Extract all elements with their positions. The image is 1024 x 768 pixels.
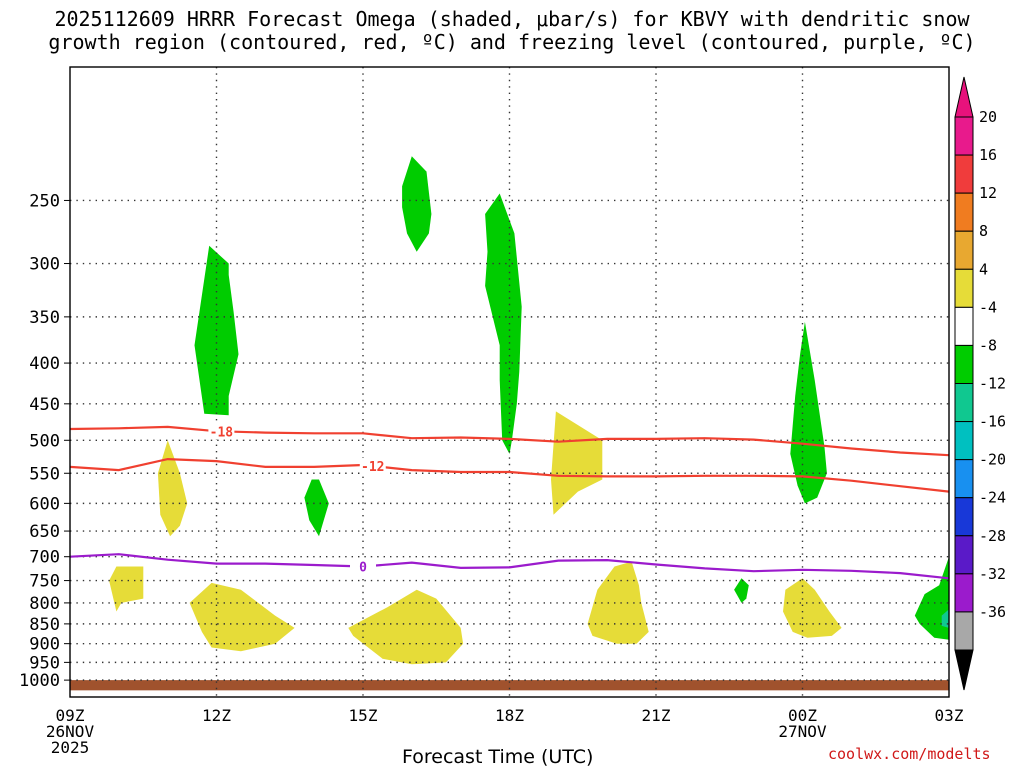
y-tick-label-850: 850: [29, 615, 60, 635]
omega-region-10: [109, 566, 144, 612]
colorbar-label-13: -32: [979, 565, 1006, 583]
omega-region-5: [304, 479, 329, 537]
contour-label-2: -12: [361, 460, 384, 475]
colorbar-label-10: -20: [979, 451, 1006, 469]
colorbar-label-2: 16: [979, 146, 997, 164]
colorbar-label-8: -12: [979, 375, 1006, 393]
contour-label-bg-3: [350, 558, 376, 575]
colorbar-swatch-11: [954, 497, 974, 537]
y-tick-label-1000: 1000: [19, 671, 60, 691]
y-tick-label-350: 350: [29, 308, 60, 328]
colorbar-label-12: -28: [979, 527, 1006, 545]
x-tick-date-00Z: 27NOV: [778, 722, 827, 741]
colorbar-swatch-9: [954, 421, 974, 461]
colorbar-bottom-arrow: [954, 649, 974, 691]
y-tick-label-950: 950: [29, 653, 60, 673]
contour-label-3: 0: [359, 560, 367, 575]
y-tick-label-750: 750: [29, 572, 60, 592]
colorbar-label-14: -36: [979, 603, 1006, 621]
omega-region-4: [790, 321, 827, 504]
omega-region-12: [348, 589, 464, 665]
y-tick-label-450: 450: [29, 395, 60, 415]
x-tick-label-03Z: 03Z: [935, 706, 964, 725]
surface-band: [70, 680, 949, 691]
colorbar-label-4: 8: [979, 222, 988, 240]
contour-label-1: -18: [210, 425, 234, 440]
contour-label-bg-2: [359, 458, 386, 475]
colorbar-swatch-14: [954, 611, 974, 651]
colorbar-swatch-7: [954, 344, 974, 384]
contour-line-3: [70, 553, 949, 580]
omega-region-3: [485, 193, 522, 454]
omega-region-6: [734, 578, 749, 603]
omega-region-9: [157, 440, 188, 537]
colorbar-label-11: -24: [979, 489, 1006, 507]
plot-frame: [69, 66, 950, 698]
omega-region-15: [783, 578, 842, 638]
omega-region-11: [189, 582, 295, 652]
colorbar-label-6: -4: [979, 298, 997, 316]
title-line-2: growth region (contoured, red, ºC) and f…: [48, 30, 976, 54]
omega-region-7: [914, 556, 949, 640]
contour-line-2: [70, 457, 949, 493]
x-axis-label: Forecast Time (UTC): [402, 746, 594, 768]
colorbar-top-arrow: [954, 76, 974, 118]
y-tick-label-600: 600: [29, 494, 60, 514]
colorbar-swatch-10: [954, 459, 974, 499]
colorbar-label-5: 4: [979, 260, 988, 278]
x-tick-label-18Z: 18Z: [495, 706, 524, 725]
colorbar-swatch-5: [954, 268, 974, 308]
x-tick-date-09Z: 26NOV: [46, 722, 95, 741]
omega-region-14: [587, 561, 649, 644]
y-tick-label-500: 500: [29, 431, 60, 451]
colorbar-label-7: -8: [979, 336, 997, 354]
y-tick-label-550: 550: [29, 464, 60, 484]
omega-region-2: [402, 156, 432, 252]
colorbar-swatch-6: [954, 306, 974, 346]
y-tick-label-650: 650: [29, 522, 60, 542]
colorbar-label-3: 12: [979, 184, 997, 202]
y-tick-label-300: 300: [29, 255, 60, 275]
y-tick-label-250: 250: [29, 191, 60, 211]
y-tick-label-700: 700: [29, 548, 60, 568]
x-tick-label-21Z: 21Z: [642, 706, 671, 725]
colorbar-swatch-13: [954, 573, 974, 613]
colorbar-swatch-12: [954, 535, 974, 575]
colorbar-swatch-3: [954, 192, 974, 232]
colorbar-swatch-2: [954, 154, 974, 194]
chart-title: 2025112609 HRRR Forecast Omega (shaded, …: [0, 8, 1024, 54]
y-tick-label-900: 900: [29, 635, 60, 655]
omega-region-13: [551, 411, 603, 515]
y-tick-label-800: 800: [29, 594, 60, 614]
colorbar-label-9: -16: [979, 413, 1006, 431]
x-tick-label-09Z: 09Z: [56, 706, 85, 725]
x-tick-label-12Z: 12Z: [202, 706, 231, 725]
colorbar-swatch-1: [954, 116, 974, 156]
colorbar-label-1: 20: [979, 108, 997, 126]
x-tick-label-00Z: 00Z: [788, 706, 817, 725]
credit-link[interactable]: coolwx.com/modelts: [828, 745, 991, 763]
x-tick-label-15Z: 15Z: [349, 706, 378, 725]
x-tick-year-09Z: 2025: [51, 738, 90, 757]
colorbar-swatch-4: [954, 230, 974, 270]
title-line-1: 2025112609 HRRR Forecast Omega (shaded, …: [54, 7, 970, 31]
y-tick-label-400: 400: [29, 354, 60, 374]
contour-label-bg-1: [208, 423, 235, 440]
colorbar-swatch-8: [954, 383, 974, 423]
